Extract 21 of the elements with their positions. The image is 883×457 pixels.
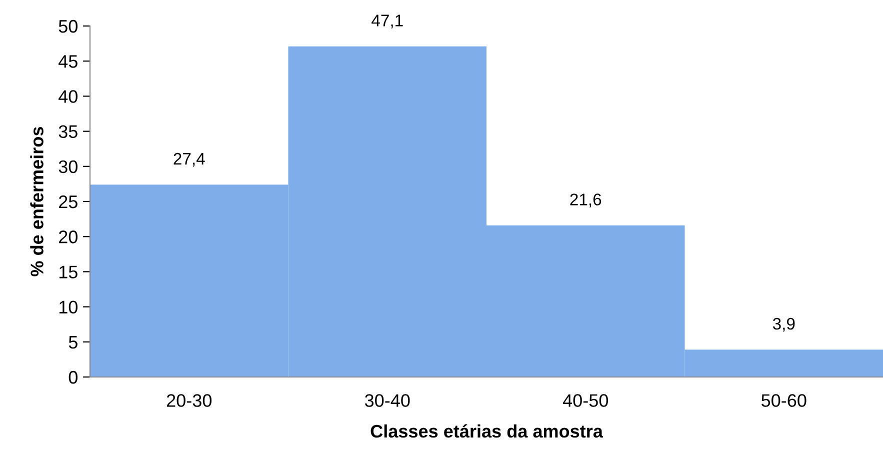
data-label: 3,9 — [772, 318, 795, 332]
y-tick-label: 30 — [58, 160, 78, 174]
x-tick-label: 40-50 — [562, 394, 608, 407]
y-tick-label: 5 — [68, 336, 78, 349]
y-tick-label: 25 — [59, 195, 78, 208]
x-tick-label: 30-40 — [364, 394, 410, 407]
y-tick-label: 15 — [59, 266, 78, 278]
data-label: 47,1 — [372, 14, 403, 28]
y-tick-label: 40 — [58, 90, 78, 103]
x-tick-label: 50-60 — [762, 394, 806, 407]
y-tick-label: 20 — [59, 230, 78, 244]
x-tick-label: 20-30 — [166, 394, 212, 407]
y-tick-label: 10 — [59, 300, 78, 314]
x-axis-title: Classes etárias da amostra — [370, 424, 604, 438]
y-tick-label: 35 — [58, 125, 78, 138]
data-label: 21,6 — [570, 194, 602, 208]
y-tick-label: 45 — [58, 55, 78, 68]
y-tick-label: 50 — [58, 20, 78, 33]
data-label: 27,4 — [174, 152, 205, 167]
y-tick-label: 0 — [68, 370, 78, 384]
y-axis-title: % de enfermeiros — [30, 126, 44, 276]
